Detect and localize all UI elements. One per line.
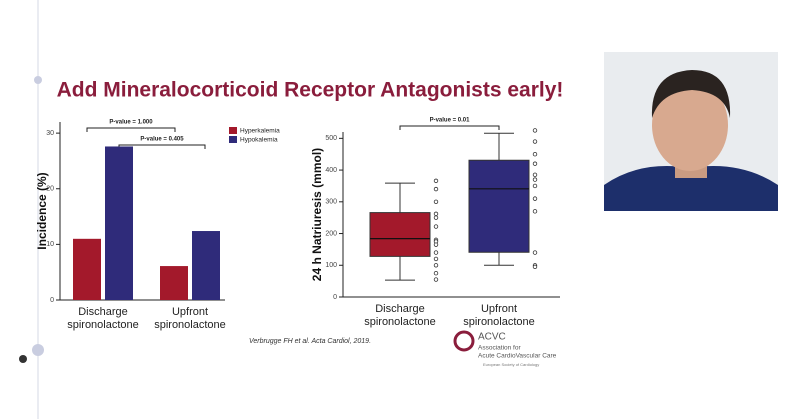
data-point — [433, 242, 439, 247]
data-point — [532, 128, 538, 133]
x-tick-text: Discharge spironolactone — [364, 303, 436, 328]
logo-society: European Society of Cardiology — [483, 362, 539, 367]
x-tick-label: Discharge spironolactone — [364, 303, 436, 328]
bar — [192, 231, 220, 300]
data-point — [433, 277, 439, 282]
data-point — [532, 139, 538, 144]
data-point — [433, 178, 439, 184]
data-point — [433, 256, 439, 262]
legend-label: Hypokalemia — [240, 137, 278, 144]
annotation: P-value = 0.01 — [430, 118, 471, 124]
bar — [105, 146, 133, 300]
data-point — [433, 199, 439, 205]
data-point — [532, 172, 538, 178]
legend-swatch — [229, 127, 237, 134]
data-point — [532, 209, 538, 214]
x-tick-label: Upfront spironolactone — [154, 306, 226, 331]
slide-dot — [32, 344, 44, 356]
y-axis-label: 24 h Natriuresis (mmol) — [310, 148, 324, 281]
y-tick-label: 100 — [325, 262, 337, 269]
y-tick-label: 20 — [46, 186, 54, 193]
significance-bracket — [86, 127, 176, 132]
data-point — [433, 215, 439, 220]
box — [468, 159, 530, 253]
data-point — [532, 161, 538, 166]
slide-title: Add Mineralocorticoid Receptor Antagonis… — [57, 79, 564, 102]
slide-icon — [19, 355, 27, 363]
y-tick-label: 0 — [333, 294, 337, 301]
data-point — [433, 263, 439, 268]
data-point — [433, 271, 439, 276]
bar — [73, 238, 101, 300]
data-point — [433, 250, 439, 255]
slide-dot — [34, 76, 42, 84]
y-axis-label: Incidence (%) — [35, 172, 49, 249]
data-point — [532, 250, 538, 255]
bar — [160, 266, 188, 300]
data-point — [532, 152, 538, 157]
data-point — [433, 211, 439, 217]
y-tick-label: 500 — [325, 135, 337, 142]
logo-text: Acute CardioVascular Care — [478, 353, 557, 360]
x-tick-label: Upfront spironolactone — [463, 303, 535, 328]
data-point — [433, 186, 439, 192]
data-point — [433, 224, 439, 229]
y-tick-label: 0 — [50, 297, 54, 304]
webcam-hair — [651, 70, 731, 118]
annotation: P-value = 1.000 — [109, 120, 153, 126]
y-tick-label: 200 — [325, 230, 337, 237]
logo: ACVC Association for Acute CardioVascula… — [453, 330, 557, 367]
logo-mark — [453, 330, 475, 352]
x-tick-label: Discharge spironolactone — [67, 306, 139, 331]
box — [369, 212, 431, 257]
webcam-face — [652, 79, 728, 171]
webcam-shirt — [604, 166, 778, 211]
x-tick-text: Upfront spironolactone — [154, 306, 226, 331]
data-point — [532, 177, 538, 182]
logo-text: Association for — [478, 345, 521, 352]
webcam — [604, 52, 778, 211]
y-tick-label: 10 — [46, 241, 54, 248]
x-tick-text: Discharge spironolactone — [67, 306, 139, 331]
data-point — [532, 196, 538, 201]
annotation: P-value = 0.405 — [140, 137, 184, 143]
y-tick-label: 300 — [325, 199, 337, 206]
data-point — [532, 264, 538, 270]
significance-bracket — [399, 125, 500, 130]
y-tick-label: 30 — [46, 130, 54, 137]
x-tick-text: Upfront spironolactone — [463, 303, 535, 328]
y-tick-label: 400 — [325, 167, 337, 174]
logo-name: ACVC — [478, 332, 506, 343]
legend-label: Hyperkalemia — [240, 128, 280, 135]
citation: Verbrugge FH et al. Acta Cardiol, 2019. — [249, 338, 371, 345]
data-point — [532, 183, 538, 189]
legend-swatch — [229, 136, 237, 143]
